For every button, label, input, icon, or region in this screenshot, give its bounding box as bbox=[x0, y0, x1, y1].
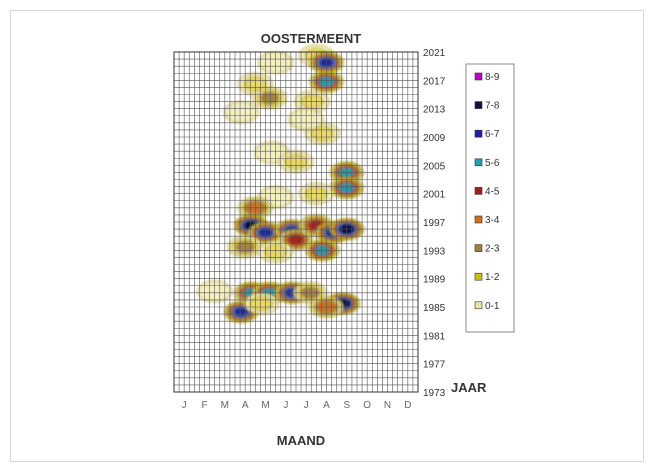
contour-level bbox=[259, 91, 280, 105]
y-tick-label: 2021 bbox=[423, 48, 446, 59]
y-tick-label: 1989 bbox=[423, 275, 446, 286]
legend-box bbox=[465, 63, 515, 333]
y-tick-label: 2009 bbox=[423, 133, 446, 144]
legend-label: 2-3 bbox=[485, 244, 500, 255]
y-tick-label: 2013 bbox=[423, 105, 446, 116]
heatmap-chart: OOSTERMEENT 2021 2017 2013 2009 2005 2001 1997… bbox=[173, 31, 515, 448]
legend-swatch bbox=[474, 187, 483, 195]
x-tick-label: N bbox=[384, 400, 391, 411]
legend-swatch bbox=[474, 72, 483, 81]
x-tick-label: S bbox=[343, 400, 350, 411]
y-tick-label: 1973 bbox=[423, 388, 446, 399]
legend-label: 5-6 bbox=[485, 158, 500, 169]
contour-blob bbox=[252, 87, 288, 110]
y-tick-label: 1993 bbox=[423, 246, 446, 257]
y-tick-label: 2005 bbox=[423, 161, 446, 172]
x-tick-label: O bbox=[363, 400, 371, 411]
y-tick-label: 1997 bbox=[423, 218, 446, 229]
legend-label: 3-4 bbox=[485, 215, 500, 226]
x-tick-label: J bbox=[283, 400, 288, 411]
legend-swatch bbox=[474, 301, 483, 310]
contour-blob bbox=[243, 292, 279, 315]
y-tick-label: 1981 bbox=[423, 331, 446, 342]
x-tick-label: A bbox=[242, 400, 249, 411]
legend-label: 7-8 bbox=[485, 101, 500, 112]
legend: 8-9 7-8 6-7 5-6 4-5 3-4 2-3 1-2 0-1 bbox=[465, 63, 515, 333]
legend-swatch bbox=[474, 244, 483, 252]
x-tick-label: M bbox=[261, 400, 269, 411]
contour-level bbox=[223, 101, 259, 124]
chart-title: OOSTERMEENT bbox=[261, 31, 361, 46]
legend-swatch bbox=[474, 215, 483, 224]
legend-swatch bbox=[474, 129, 483, 138]
contour-level bbox=[249, 295, 274, 311]
legend-swatch bbox=[474, 272, 483, 281]
contour-blob bbox=[223, 101, 259, 124]
legend-swatch bbox=[474, 101, 483, 109]
contour-level bbox=[233, 306, 249, 317]
y-axis-label: JAAR bbox=[451, 380, 487, 395]
y-tick-label: 1977 bbox=[423, 360, 446, 371]
y-tick-label: 2001 bbox=[423, 190, 446, 201]
x-tick-label: M bbox=[221, 400, 229, 411]
legend-label: 4-5 bbox=[485, 186, 500, 197]
y-tick-label: 2017 bbox=[423, 76, 446, 87]
x-tick-label: J bbox=[182, 400, 187, 411]
legend-label: 0-1 bbox=[485, 301, 500, 312]
legend-label: 1-2 bbox=[485, 272, 500, 283]
chart-frame: OOSTERMEENT 2021 2017 2013 2009 2005 2001 1997… bbox=[10, 10, 644, 462]
legend-label: 6-7 bbox=[485, 129, 500, 140]
x-tick-label: F bbox=[201, 400, 207, 411]
x-tick-label: A bbox=[323, 400, 330, 411]
plot-border bbox=[173, 51, 419, 393]
x-tick-label: D bbox=[404, 400, 411, 411]
y-tick-label: 1985 bbox=[423, 303, 446, 314]
x-axis-label: MAAND bbox=[277, 433, 325, 448]
legend-swatch bbox=[474, 158, 483, 167]
legend-label: 8-9 bbox=[485, 72, 500, 83]
x-tick-label: J bbox=[304, 400, 309, 411]
